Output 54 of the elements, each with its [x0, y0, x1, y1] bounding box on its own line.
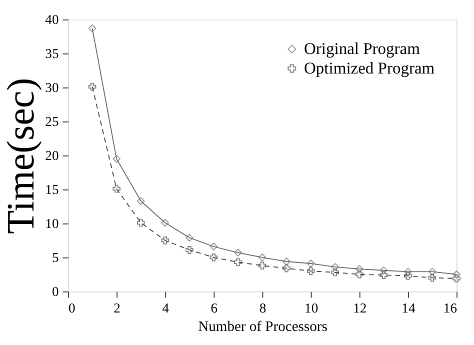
- point: [234, 258, 242, 266]
- y-tick-label: 35: [45, 46, 59, 61]
- point: [161, 218, 170, 227]
- y-tick-label: 25: [45, 114, 59, 129]
- x-tick-label: 14: [402, 300, 416, 316]
- x-tick-label: 0: [68, 300, 76, 316]
- point: [452, 274, 460, 282]
- point: [452, 270, 460, 278]
- point: [380, 271, 388, 280]
- point: [258, 254, 266, 262]
- point: [136, 197, 145, 205]
- point: [136, 218, 145, 227]
- point: [404, 268, 412, 276]
- point: [355, 270, 364, 278]
- point: [282, 258, 290, 266]
- point: [428, 274, 436, 282]
- y-tick-label: 0: [52, 284, 59, 299]
- point: [282, 264, 290, 272]
- y-tick-label: 30: [45, 80, 59, 95]
- point: [210, 242, 218, 250]
- point: [161, 236, 170, 244]
- x-tick-label: 10: [304, 300, 318, 316]
- point: [185, 246, 194, 254]
- point: [88, 24, 96, 32]
- x-axis-title: Number of Processors: [198, 318, 328, 335]
- point: [258, 262, 266, 270]
- x-tick-label: 6: [210, 300, 218, 316]
- x-tick-label: 4: [162, 300, 170, 316]
- point: [331, 268, 340, 276]
- y-tick-label: 10: [45, 216, 59, 231]
- x-tick-label: 8: [259, 300, 266, 316]
- y-tick-label: 20: [45, 148, 59, 163]
- point: [185, 234, 194, 242]
- point: [428, 268, 436, 276]
- legend-label: Optimized Program: [304, 58, 435, 78]
- point: [112, 184, 120, 193]
- y-tick-label: 40: [45, 12, 59, 27]
- x-tick-label: 12: [353, 300, 367, 316]
- y-tick-label: 5: [52, 250, 59, 265]
- x-tick-label: 16: [443, 300, 458, 316]
- point: [306, 260, 315, 268]
- point: [331, 263, 340, 271]
- point: [88, 82, 96, 91]
- legend-label: Original Program: [304, 38, 420, 58]
- point: [380, 266, 388, 274]
- point: [210, 254, 218, 262]
- y-tick-label: 15: [45, 182, 59, 197]
- x-tick-label: 2: [114, 300, 121, 316]
- point: [306, 267, 315, 275]
- point: [112, 154, 120, 163]
- point: [234, 248, 242, 257]
- point: [404, 272, 412, 280]
- y-axis-title: Time(sec): [0, 78, 43, 234]
- point: [355, 265, 364, 273]
